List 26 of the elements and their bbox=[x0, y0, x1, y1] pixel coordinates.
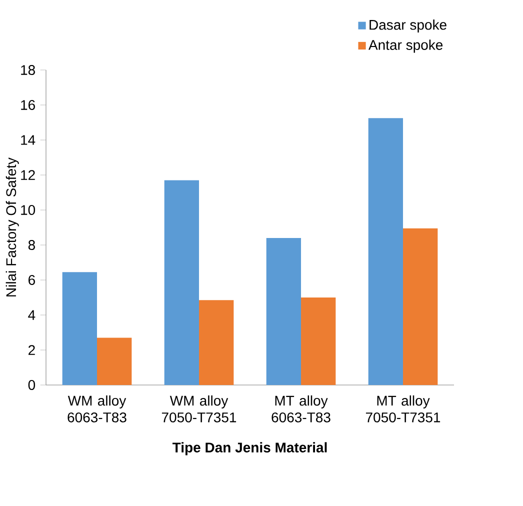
x-tick-label: WM alloy 6063-T83 bbox=[68, 395, 126, 422]
bar bbox=[403, 228, 438, 385]
y-tick-label: 4 bbox=[28, 310, 36, 320]
y-tick-label: 2 bbox=[28, 345, 35, 355]
bar bbox=[301, 298, 336, 385]
y-tick-label: 0 bbox=[28, 380, 36, 390]
y-tick-label: 10 bbox=[21, 205, 36, 215]
x-tick-label: MT alloy 7050-T7351 bbox=[366, 395, 440, 422]
bar bbox=[97, 338, 132, 385]
y-tick-label: 12 bbox=[21, 170, 35, 180]
bar bbox=[368, 118, 404, 385]
bar bbox=[199, 300, 234, 385]
x-tick-label: WM alloy 7050-T7351 bbox=[162, 395, 236, 422]
legend-label: Antar spoke bbox=[368, 40, 443, 53]
x-axis-title: Tipe Dan Jenis Material bbox=[172, 442, 327, 456]
y-tick-label: 8 bbox=[28, 240, 35, 250]
x-tick-label: MT alloy 6063-T83 bbox=[272, 395, 330, 422]
bar bbox=[62, 272, 98, 385]
y-tick-label: 16 bbox=[21, 100, 35, 110]
y-tick-label: 18 bbox=[21, 65, 35, 75]
y-axis-title: Nilai Factory Of Safety bbox=[6, 158, 19, 296]
y-tick-label: 14 bbox=[21, 135, 36, 145]
y-tick-label: 6 bbox=[28, 275, 35, 285]
bar bbox=[266, 238, 302, 385]
bar bbox=[164, 180, 200, 385]
legend-label: Dasar spoke bbox=[370, 20, 446, 33]
